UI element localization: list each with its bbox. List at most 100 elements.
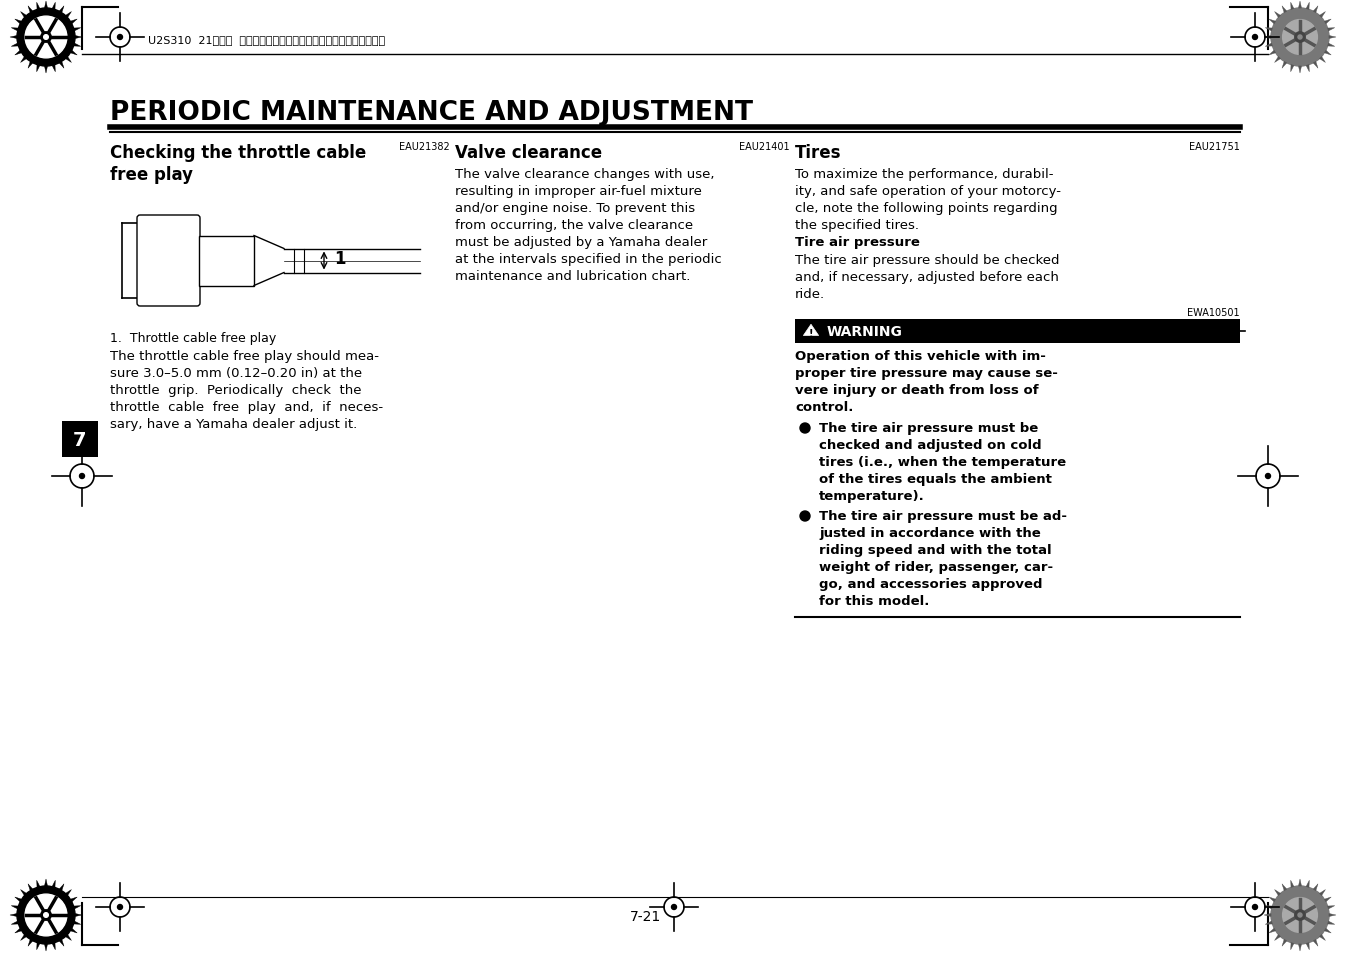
Circle shape	[1271, 9, 1329, 67]
Text: WARNING: WARNING	[828, 325, 903, 338]
Polygon shape	[15, 897, 22, 902]
Polygon shape	[15, 20, 22, 25]
Polygon shape	[1282, 940, 1287, 946]
Polygon shape	[1264, 914, 1271, 917]
Polygon shape	[75, 914, 82, 917]
Polygon shape	[70, 897, 77, 902]
Polygon shape	[1264, 36, 1271, 39]
Text: EAU21401: EAU21401	[739, 142, 790, 152]
Polygon shape	[1268, 928, 1275, 933]
Polygon shape	[74, 29, 81, 32]
Circle shape	[1266, 474, 1271, 479]
Polygon shape	[70, 51, 77, 56]
Polygon shape	[28, 7, 32, 13]
Polygon shape	[1324, 928, 1332, 933]
Text: 1: 1	[334, 251, 345, 268]
Polygon shape	[36, 943, 40, 950]
Polygon shape	[59, 883, 63, 891]
Polygon shape	[20, 889, 27, 896]
Polygon shape	[44, 944, 47, 951]
Circle shape	[40, 910, 51, 921]
Circle shape	[43, 35, 49, 40]
Text: 7-21: 7-21	[630, 909, 662, 923]
Text: The throttle cable free play should mea-
sure 3.0–5.0 mm (0.12–0.20 in) at the
t: The throttle cable free play should mea-…	[111, 350, 383, 431]
Polygon shape	[1320, 889, 1325, 896]
Circle shape	[1282, 898, 1317, 932]
Text: To maximize the performance, durabil-
ity, and safe operation of your motorcy-
c: To maximize the performance, durabil- it…	[795, 168, 1061, 232]
Text: Tire air pressure: Tire air pressure	[795, 235, 919, 249]
Circle shape	[1298, 36, 1302, 40]
Polygon shape	[53, 943, 55, 950]
Text: The tire air pressure must be ad-
justed in accordance with the
riding speed and: The tire air pressure must be ad- justed…	[820, 510, 1068, 607]
Circle shape	[671, 904, 677, 909]
Text: 7: 7	[73, 430, 86, 449]
Bar	[200, 236, 253, 286]
Text: The tire air pressure should be checked
and, if necessary, adjusted before each
: The tire air pressure should be checked …	[795, 253, 1060, 301]
Circle shape	[26, 17, 67, 59]
Circle shape	[1252, 35, 1258, 40]
Polygon shape	[1324, 897, 1332, 902]
Text: The tire air pressure must be
checked and adjusted on cold
tires (i.e., when the: The tire air pressure must be checked an…	[820, 421, 1066, 502]
Circle shape	[117, 904, 123, 909]
FancyBboxPatch shape	[137, 215, 200, 307]
Polygon shape	[1320, 57, 1325, 64]
Text: The valve clearance changes with use,
resulting in improper air-fuel mixture
and: The valve clearance changes with use, re…	[456, 168, 721, 283]
Polygon shape	[59, 7, 63, 13]
Polygon shape	[1298, 944, 1302, 951]
Circle shape	[43, 913, 49, 918]
Polygon shape	[1290, 66, 1294, 72]
Circle shape	[80, 474, 85, 479]
Polygon shape	[53, 66, 55, 72]
Polygon shape	[59, 62, 63, 70]
Polygon shape	[803, 325, 818, 336]
Circle shape	[1298, 913, 1302, 917]
Polygon shape	[1275, 889, 1281, 896]
Polygon shape	[1306, 881, 1309, 887]
Polygon shape	[66, 889, 71, 896]
Polygon shape	[11, 44, 19, 48]
Bar	[795, 319, 1240, 344]
Text: EWA10501: EWA10501	[1188, 308, 1240, 317]
Polygon shape	[36, 3, 40, 10]
Text: U2S310  21ページ  ２００８年８月３０日　土曜日　午後２時２３分: U2S310 21ページ ２００８年８月３０日 土曜日 午後２時２３分	[148, 35, 386, 45]
Text: Checking the throttle cable
free play: Checking the throttle cable free play	[111, 144, 367, 183]
Polygon shape	[74, 921, 81, 924]
Polygon shape	[20, 12, 27, 18]
Polygon shape	[1266, 905, 1273, 909]
Polygon shape	[1290, 3, 1294, 10]
Bar	[62, 421, 98, 457]
Polygon shape	[9, 36, 18, 39]
Polygon shape	[1298, 879, 1302, 886]
Polygon shape	[28, 883, 32, 891]
Polygon shape	[15, 928, 22, 933]
Circle shape	[799, 512, 810, 521]
Polygon shape	[1306, 3, 1309, 10]
Text: Tires: Tires	[795, 144, 841, 162]
Polygon shape	[1275, 57, 1281, 64]
Polygon shape	[1328, 44, 1335, 48]
Text: 1.  Throttle cable free play: 1. Throttle cable free play	[111, 332, 276, 345]
Polygon shape	[1306, 66, 1309, 72]
Circle shape	[26, 894, 67, 936]
Text: EAU21382: EAU21382	[399, 142, 450, 152]
Polygon shape	[1275, 12, 1281, 18]
Text: !: !	[809, 329, 813, 338]
Polygon shape	[74, 905, 81, 909]
Circle shape	[799, 423, 810, 434]
Text: PERIODIC MAINTENANCE AND ADJUSTMENT: PERIODIC MAINTENANCE AND ADJUSTMENT	[111, 100, 754, 126]
Polygon shape	[66, 12, 71, 18]
Polygon shape	[1313, 62, 1318, 70]
Circle shape	[1271, 886, 1329, 944]
Polygon shape	[1313, 7, 1318, 13]
Polygon shape	[1320, 12, 1325, 18]
Polygon shape	[1298, 67, 1302, 74]
Polygon shape	[1268, 51, 1275, 56]
Polygon shape	[36, 66, 40, 72]
Polygon shape	[1324, 20, 1332, 25]
Polygon shape	[1266, 29, 1273, 32]
Polygon shape	[44, 67, 47, 74]
Circle shape	[18, 886, 75, 944]
Polygon shape	[74, 44, 81, 48]
Polygon shape	[1266, 44, 1273, 48]
Polygon shape	[1282, 62, 1287, 70]
